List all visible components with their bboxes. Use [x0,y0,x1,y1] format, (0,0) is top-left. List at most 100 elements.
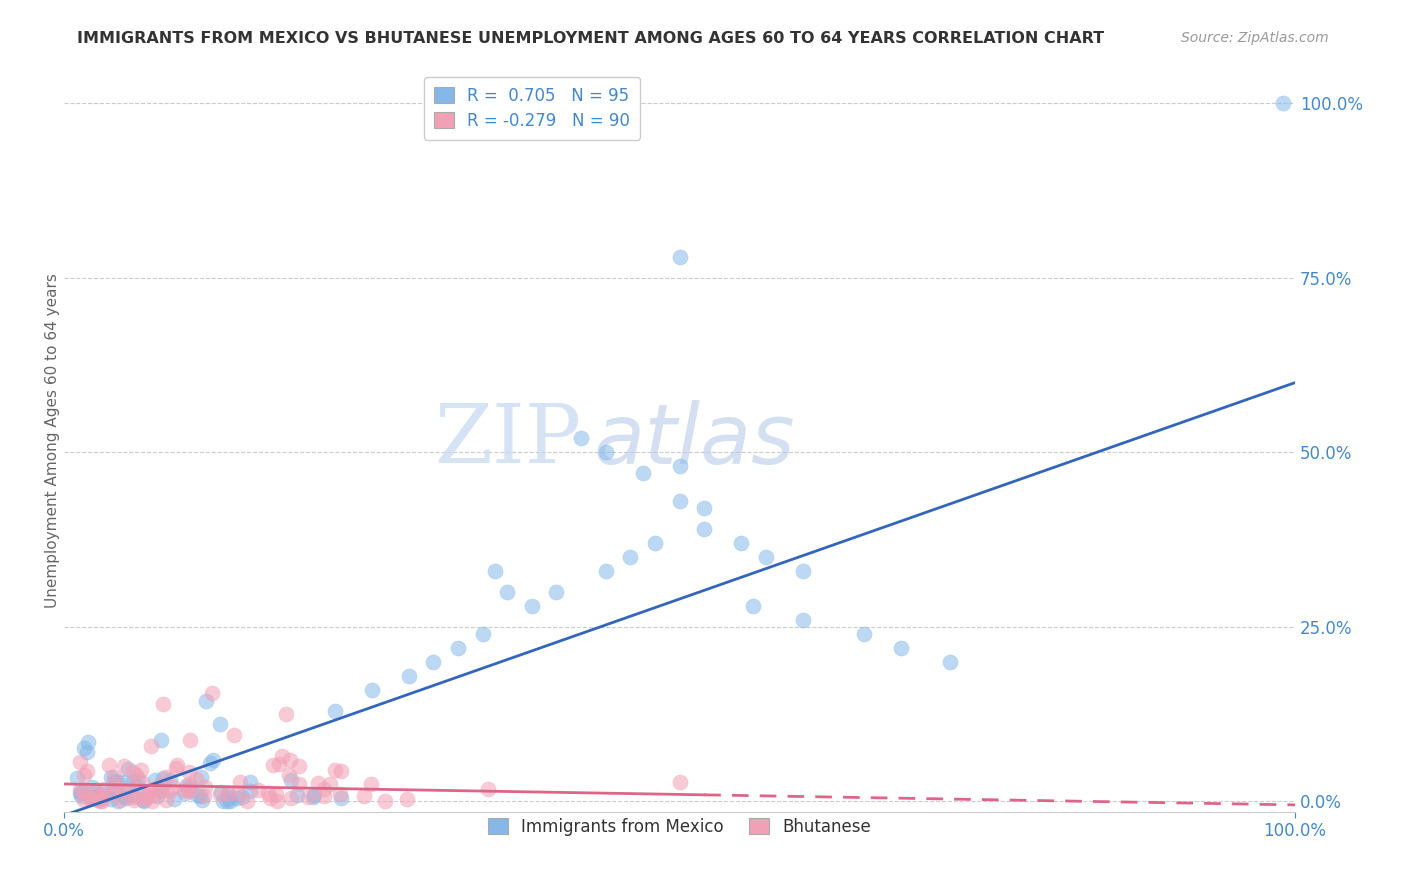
Point [595,445,617,459]
Point [127,772,149,786]
Point [264,787,287,801]
Point [162,780,184,795]
Point [285,788,308,802]
Point [120,782,142,797]
Point [69,786,91,800]
Point [105,773,128,788]
Point [274,707,297,722]
Point [179,784,201,798]
Point [477,781,499,796]
Point [80,791,103,805]
Point [177,783,200,797]
Point [422,655,444,669]
Point [853,627,876,641]
Point [188,789,211,803]
Point [79,792,101,806]
Point [152,697,174,711]
Text: Source: ZipAtlas.com: Source: ZipAtlas.com [1181,31,1329,45]
Point [236,794,259,808]
Point [792,613,814,627]
Point [135,789,157,804]
Point [693,501,716,516]
Point [122,788,145,802]
Point [104,779,127,793]
Point [165,761,187,775]
Point [569,432,592,446]
Point [166,758,188,772]
Point [302,789,325,804]
Point [69,789,91,804]
Point [212,794,235,808]
Point [143,782,166,797]
Point [173,782,195,797]
Point [117,762,139,776]
Point [132,793,155,807]
Point [66,771,89,785]
Point [76,745,98,759]
Point [496,585,519,599]
Point [395,792,418,806]
Y-axis label: Unemployment Among Ages 60 to 64 years: Unemployment Among Ages 60 to 64 years [45,273,60,607]
Text: atlas: atlas [593,400,794,481]
Point [668,459,690,474]
Point [89,792,111,806]
Point [890,640,912,655]
Point [190,771,212,785]
Point [217,787,239,801]
Point [132,794,155,808]
Point [155,770,177,784]
Point [201,686,224,700]
Point [193,789,215,803]
Point [84,783,107,797]
Point [239,774,262,789]
Point [149,783,172,797]
Point [271,749,294,764]
Point [131,775,153,789]
Legend: Immigrants from Mexico, Bhutanese: Immigrants from Mexico, Bhutanese [479,810,879,845]
Point [792,564,814,578]
Point [314,789,336,803]
Point [155,793,177,807]
Point [208,717,231,731]
Point [360,777,382,791]
Point [135,788,157,802]
Point [124,768,146,782]
Point [360,682,382,697]
Point [217,786,239,800]
Point [631,467,654,481]
Text: ZIP: ZIP [434,401,581,480]
Point [209,785,232,799]
Point [163,792,186,806]
Point [307,776,329,790]
Point [146,789,169,804]
Point [111,783,134,797]
Point [323,764,346,778]
Point [90,788,112,802]
Point [100,770,122,784]
Point [198,756,221,770]
Point [152,771,174,785]
Point [280,772,302,787]
Point [159,773,181,788]
Point [280,791,302,805]
Point [278,753,301,767]
Point [98,758,121,772]
Point [668,250,690,264]
Point [755,550,778,565]
Point [278,768,301,782]
Point [107,793,129,807]
Point [191,793,214,807]
Point [145,772,167,787]
Point [103,782,125,797]
Point [108,793,131,807]
Point [84,785,107,799]
Point [484,564,506,578]
Point [209,787,232,801]
Point [218,791,240,805]
Point [302,788,325,802]
Point [91,789,114,804]
Point [135,790,157,805]
Point [122,765,145,780]
Point [262,758,284,772]
Point [330,791,353,805]
